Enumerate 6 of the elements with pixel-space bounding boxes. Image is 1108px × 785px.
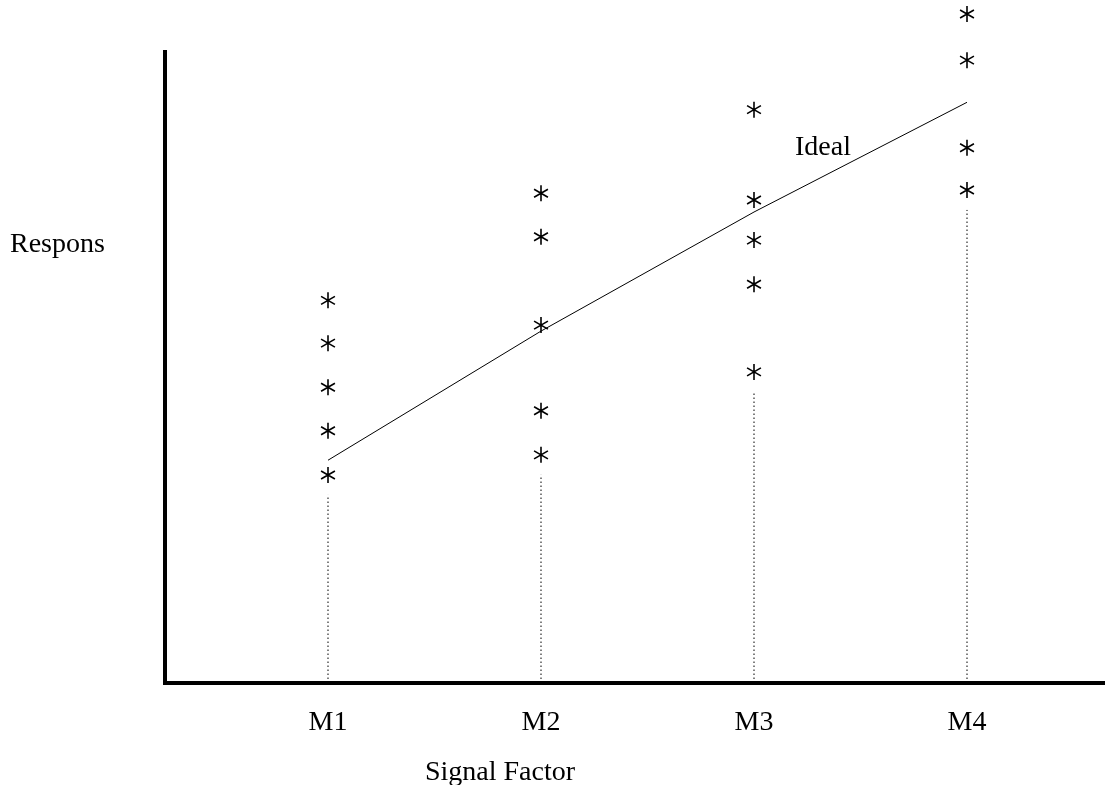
x-tick-label: M2 <box>521 705 561 736</box>
x-tick-label: M1 <box>308 705 348 736</box>
y-axis-title: Respons <box>10 227 105 258</box>
x-tick-label: M3 <box>734 705 774 736</box>
annotation: Ideal <box>795 130 852 161</box>
x-tick-label: M4 <box>947 705 987 736</box>
